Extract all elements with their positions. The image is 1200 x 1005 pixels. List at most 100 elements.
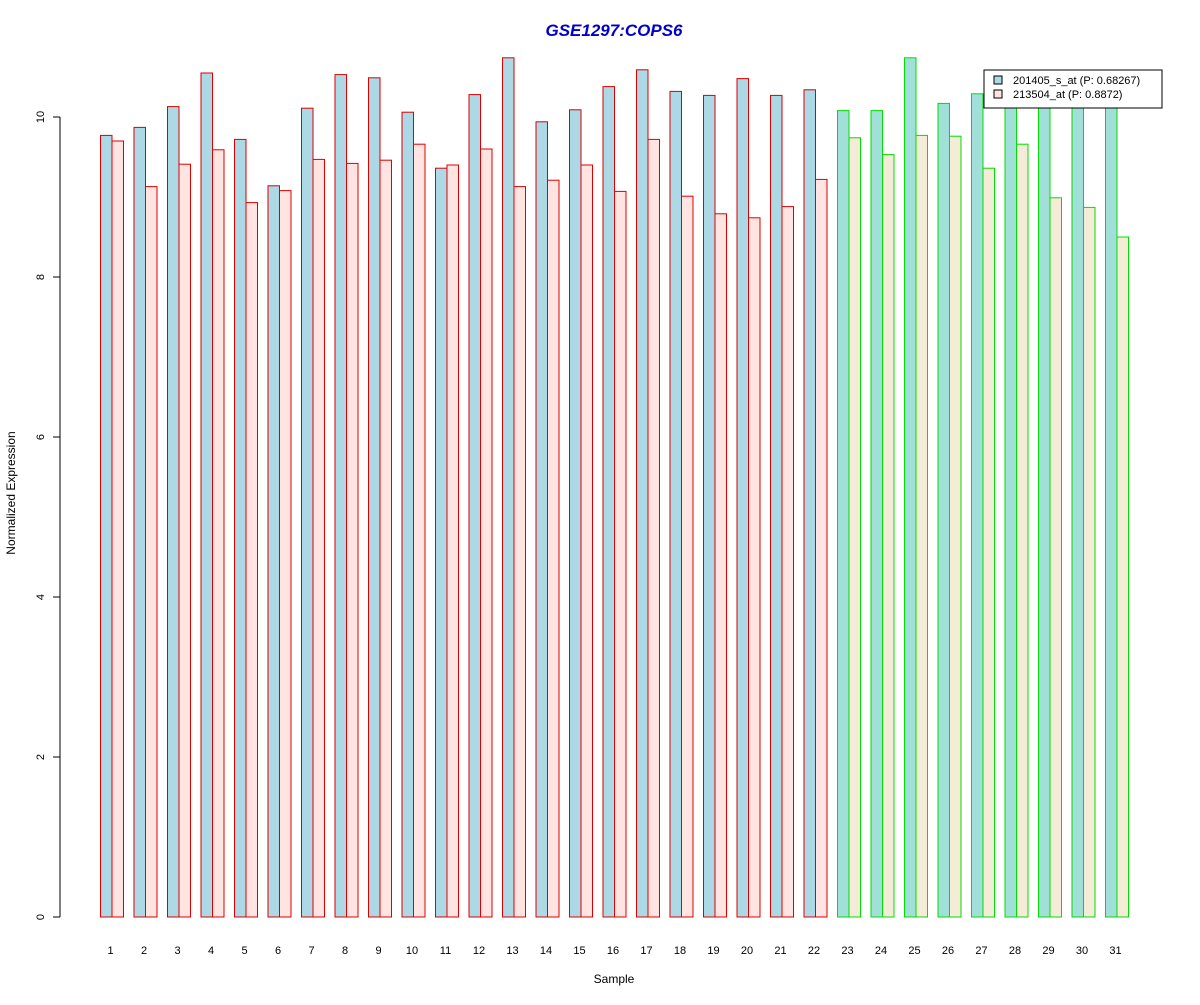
bar-series1-sample-2 bbox=[133, 126, 146, 918]
bar-series1-sample-25 bbox=[904, 57, 917, 918]
legend-label: 213504_at (P: 0.8872) bbox=[1013, 89, 1122, 101]
bar-series2-sample-8 bbox=[346, 162, 359, 918]
bar-series1-sample-26 bbox=[937, 102, 950, 918]
x-tick-label: 26 bbox=[942, 945, 954, 957]
y-axis-title: Normalized Expression bbox=[4, 431, 18, 554]
bar-series1-sample-24 bbox=[870, 110, 883, 918]
bar-series2-sample-9 bbox=[379, 159, 392, 918]
bar-series1-sample-9 bbox=[368, 77, 381, 918]
bar-series1-sample-4 bbox=[200, 72, 213, 918]
x-tick-label: 15 bbox=[573, 945, 585, 957]
x-tick-label: 6 bbox=[275, 945, 281, 957]
y-tick-label: 8 bbox=[35, 274, 47, 280]
bar-series1-sample-22 bbox=[803, 89, 816, 918]
x-tick-label: 27 bbox=[975, 945, 987, 957]
bar-series2-sample-23 bbox=[848, 137, 861, 918]
bar-series2-sample-29 bbox=[1049, 197, 1062, 918]
bar-series2-sample-17 bbox=[647, 138, 660, 918]
bar-series2-sample-2 bbox=[145, 186, 158, 918]
x-tick-label: 9 bbox=[375, 945, 381, 957]
legend-box bbox=[983, 69, 1163, 109]
bar-series2-sample-22 bbox=[815, 178, 828, 918]
y-axis: 0 2 4 6 8 10 bbox=[35, 111, 61, 920]
bar-series1-sample-11 bbox=[435, 167, 448, 918]
legend-label: 201405_s_at (P: 0.68267) bbox=[1013, 75, 1140, 87]
bar-series1-sample-3 bbox=[167, 106, 180, 918]
x-tick-label: 28 bbox=[1009, 945, 1021, 957]
bar-series2-sample-28 bbox=[1016, 143, 1029, 918]
bar-series2-sample-24 bbox=[882, 154, 895, 918]
x-tick-label: 12 bbox=[473, 945, 485, 957]
bar-series2-sample-15 bbox=[580, 164, 593, 918]
bar-series2-sample-18 bbox=[681, 195, 694, 918]
bar-series2-sample-25 bbox=[915, 134, 928, 918]
x-tick-label: 22 bbox=[808, 945, 820, 957]
bar-series1-sample-6 bbox=[267, 185, 280, 918]
x-tick-label: 1 bbox=[107, 945, 113, 957]
bar-series1-sample-1 bbox=[100, 134, 113, 918]
bar-series1-sample-27 bbox=[971, 93, 984, 918]
x-tick-label: 10 bbox=[406, 945, 418, 957]
bar-series2-sample-13 bbox=[513, 186, 526, 918]
x-tick-label: 16 bbox=[607, 945, 619, 957]
x-tick-label: 21 bbox=[774, 945, 786, 957]
bar-series1-sample-21 bbox=[770, 94, 783, 918]
bar-series1-sample-16 bbox=[602, 86, 615, 918]
x-tick-label: 8 bbox=[342, 945, 348, 957]
bar-series2-sample-5 bbox=[245, 202, 258, 918]
bar-series1-sample-18 bbox=[669, 90, 682, 918]
x-tick-label: 29 bbox=[1042, 945, 1054, 957]
y-tick-label: 6 bbox=[35, 434, 47, 440]
x-tick-label: 20 bbox=[741, 945, 753, 957]
bar-series1-sample-8 bbox=[334, 74, 347, 918]
bar-series1-sample-15 bbox=[569, 109, 582, 918]
bar-series2-sample-27 bbox=[982, 167, 995, 918]
bar-series1-sample-20 bbox=[736, 78, 749, 918]
bars-layer bbox=[100, 57, 1129, 918]
bar-series1-sample-12 bbox=[468, 94, 481, 918]
x-tick-label: 17 bbox=[640, 945, 652, 957]
x-tick-label: 30 bbox=[1076, 945, 1088, 957]
x-tick-label: 14 bbox=[540, 945, 552, 957]
bar-series2-sample-3 bbox=[178, 163, 191, 918]
y-tick-label: 2 bbox=[35, 754, 47, 760]
y-tick-label: 10 bbox=[35, 111, 47, 123]
bar-series2-sample-10 bbox=[413, 143, 426, 918]
bar-series1-sample-13 bbox=[502, 57, 515, 918]
bar-series2-sample-26 bbox=[949, 135, 962, 918]
bar-series1-sample-23 bbox=[837, 110, 850, 918]
bar-series2-sample-14 bbox=[547, 179, 560, 918]
x-tick-label: 18 bbox=[674, 945, 686, 957]
bar-series2-sample-21 bbox=[781, 206, 794, 918]
x-tick-label: 25 bbox=[908, 945, 920, 957]
x-tick-label: 19 bbox=[707, 945, 719, 957]
bar-series2-sample-6 bbox=[279, 190, 292, 918]
bar-series1-sample-29 bbox=[1038, 106, 1051, 918]
bar-series1-sample-19 bbox=[703, 94, 716, 918]
bar-series1-sample-31 bbox=[1105, 106, 1118, 918]
bar-series1-sample-7 bbox=[301, 107, 314, 918]
bar-series1-sample-17 bbox=[636, 69, 649, 918]
x-tick-label: 5 bbox=[241, 945, 247, 957]
legend: 201405_s_at (P: 0.68267) 213504_at (P: 0.… bbox=[983, 69, 1163, 109]
bar-series2-sample-11 bbox=[446, 164, 459, 918]
bar-series2-sample-19 bbox=[714, 213, 727, 918]
bar-series1-sample-5 bbox=[234, 138, 247, 918]
x-tick-label: 24 bbox=[875, 945, 887, 957]
x-tick-label: 4 bbox=[208, 945, 214, 957]
y-tick-label: 0 bbox=[35, 914, 47, 920]
bar-series1-sample-14 bbox=[535, 121, 548, 918]
x-tick-label: 31 bbox=[1109, 945, 1121, 957]
x-tick-label: 2 bbox=[141, 945, 147, 957]
legend-swatch bbox=[993, 75, 1003, 85]
bar-series1-sample-30 bbox=[1071, 105, 1084, 918]
bar-series1-sample-10 bbox=[401, 111, 414, 918]
bar-series2-sample-16 bbox=[614, 190, 627, 918]
bar-series1-sample-28 bbox=[1004, 104, 1017, 918]
chart-title: GSE1297:COPS6 bbox=[545, 21, 683, 40]
bar-series2-sample-1 bbox=[111, 140, 124, 918]
x-tick-labels: 1 2 3 4 5 6 7 8 9 10 11 12 13 14 15 16 17 18 19 20 21 22 23 24 2… bbox=[107, 945, 1121, 957]
x-tick-label: 23 bbox=[841, 945, 853, 957]
